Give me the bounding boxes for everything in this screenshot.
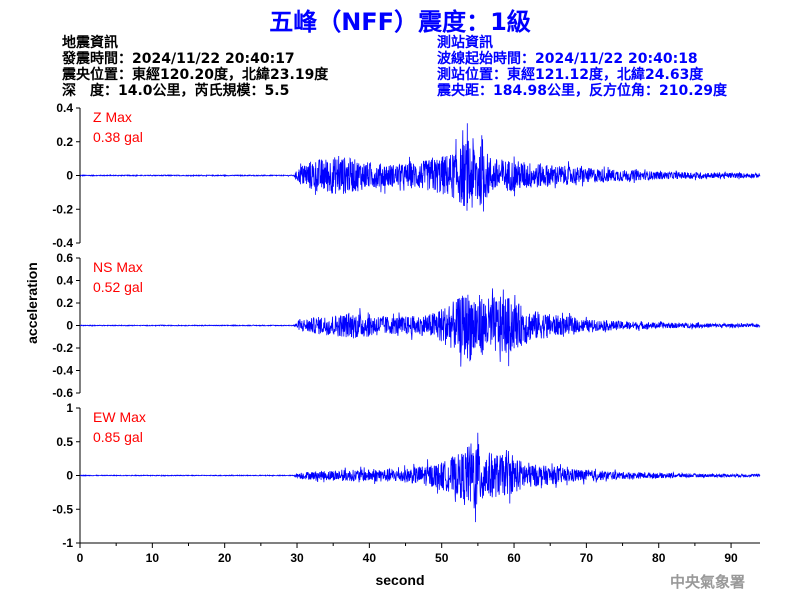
waveform-ew	[79, 432, 761, 523]
max-value-ns: 0.52 gal	[93, 279, 143, 295]
y-tick-label: 0	[66, 319, 73, 333]
y-tick-label: 0	[66, 169, 73, 183]
max-value-ew: 0.85 gal	[93, 429, 143, 445]
x-tick-label: 90	[724, 551, 738, 565]
x-tick-label: 40	[363, 551, 377, 565]
arrival-time: 波線起始時間：2024/11/22 20:40:18	[437, 51, 698, 67]
x-tick-label: 10	[146, 551, 160, 565]
y-tick-label: 0	[66, 469, 73, 483]
waveform-z	[80, 123, 761, 212]
station-info: 測站資訊 波線起始時間：2024/11/22 20:40:18 測站位置：東經1…	[437, 35, 727, 99]
y-tick-label: -0.4	[52, 364, 73, 378]
y-axis-label: acceleration	[24, 262, 40, 344]
y-tick-label: -0.2	[52, 341, 73, 355]
max-title-z: Z Max	[93, 109, 132, 125]
x-tick-label: 20	[218, 551, 232, 565]
depth-magnitude: 深 度：14.0公里，芮氏規模：5.5	[62, 83, 290, 99]
y-tick-label: 0.6	[56, 251, 73, 265]
y-tick-label: -0.5	[52, 502, 73, 516]
station-location: 測站位置：東經121.12度，北緯24.63度	[437, 67, 704, 83]
origin-time: 發震時間：2024/11/22 20:40:17	[62, 51, 295, 67]
x-tick-label: 50	[435, 551, 449, 565]
x-axis-label: second	[375, 572, 424, 588]
x-tick-label: 0	[77, 551, 84, 565]
y-tick-label: 0.5	[56, 435, 73, 449]
chart-title: 五峰（NFF）震度：1級	[269, 8, 531, 36]
y-tick-label: -1	[62, 536, 73, 550]
x-tick-label: 70	[580, 551, 594, 565]
agency-footer: 中央氣象署	[669, 573, 745, 591]
y-tick-label: -0.4	[52, 236, 73, 250]
max-title-ew: EW Max	[93, 409, 146, 425]
x-tick-label: 80	[652, 551, 666, 565]
waveform-ns	[79, 288, 761, 367]
x-tick-label: 30	[290, 551, 304, 565]
x-tick-label: 60	[507, 551, 521, 565]
max-value-z: 0.38 gal	[93, 129, 143, 145]
earthquake-info: 地震資訊 發震時間：2024/11/22 20:40:17 震央位置：東經120…	[62, 35, 328, 99]
y-tick-label: 0.4	[56, 274, 73, 288]
max-title-ns: NS Max	[93, 259, 143, 275]
y-tick-label: 1	[66, 401, 73, 415]
epicentral-distance: 震央距：184.98公里，反方位角：210.29度	[437, 83, 728, 99]
earthquake-info-heading: 地震資訊	[62, 35, 118, 51]
y-tick-label: 0.2	[56, 135, 73, 149]
y-tick-label: -0.6	[52, 386, 73, 400]
station-info-heading: 測站資訊	[437, 35, 493, 51]
y-tick-label: 0.2	[56, 296, 73, 310]
y-tick-label: -0.2	[52, 202, 73, 216]
y-tick-label: 0.4	[56, 101, 73, 115]
epicenter: 震央位置：東經120.20度，北緯23.19度	[62, 67, 329, 83]
